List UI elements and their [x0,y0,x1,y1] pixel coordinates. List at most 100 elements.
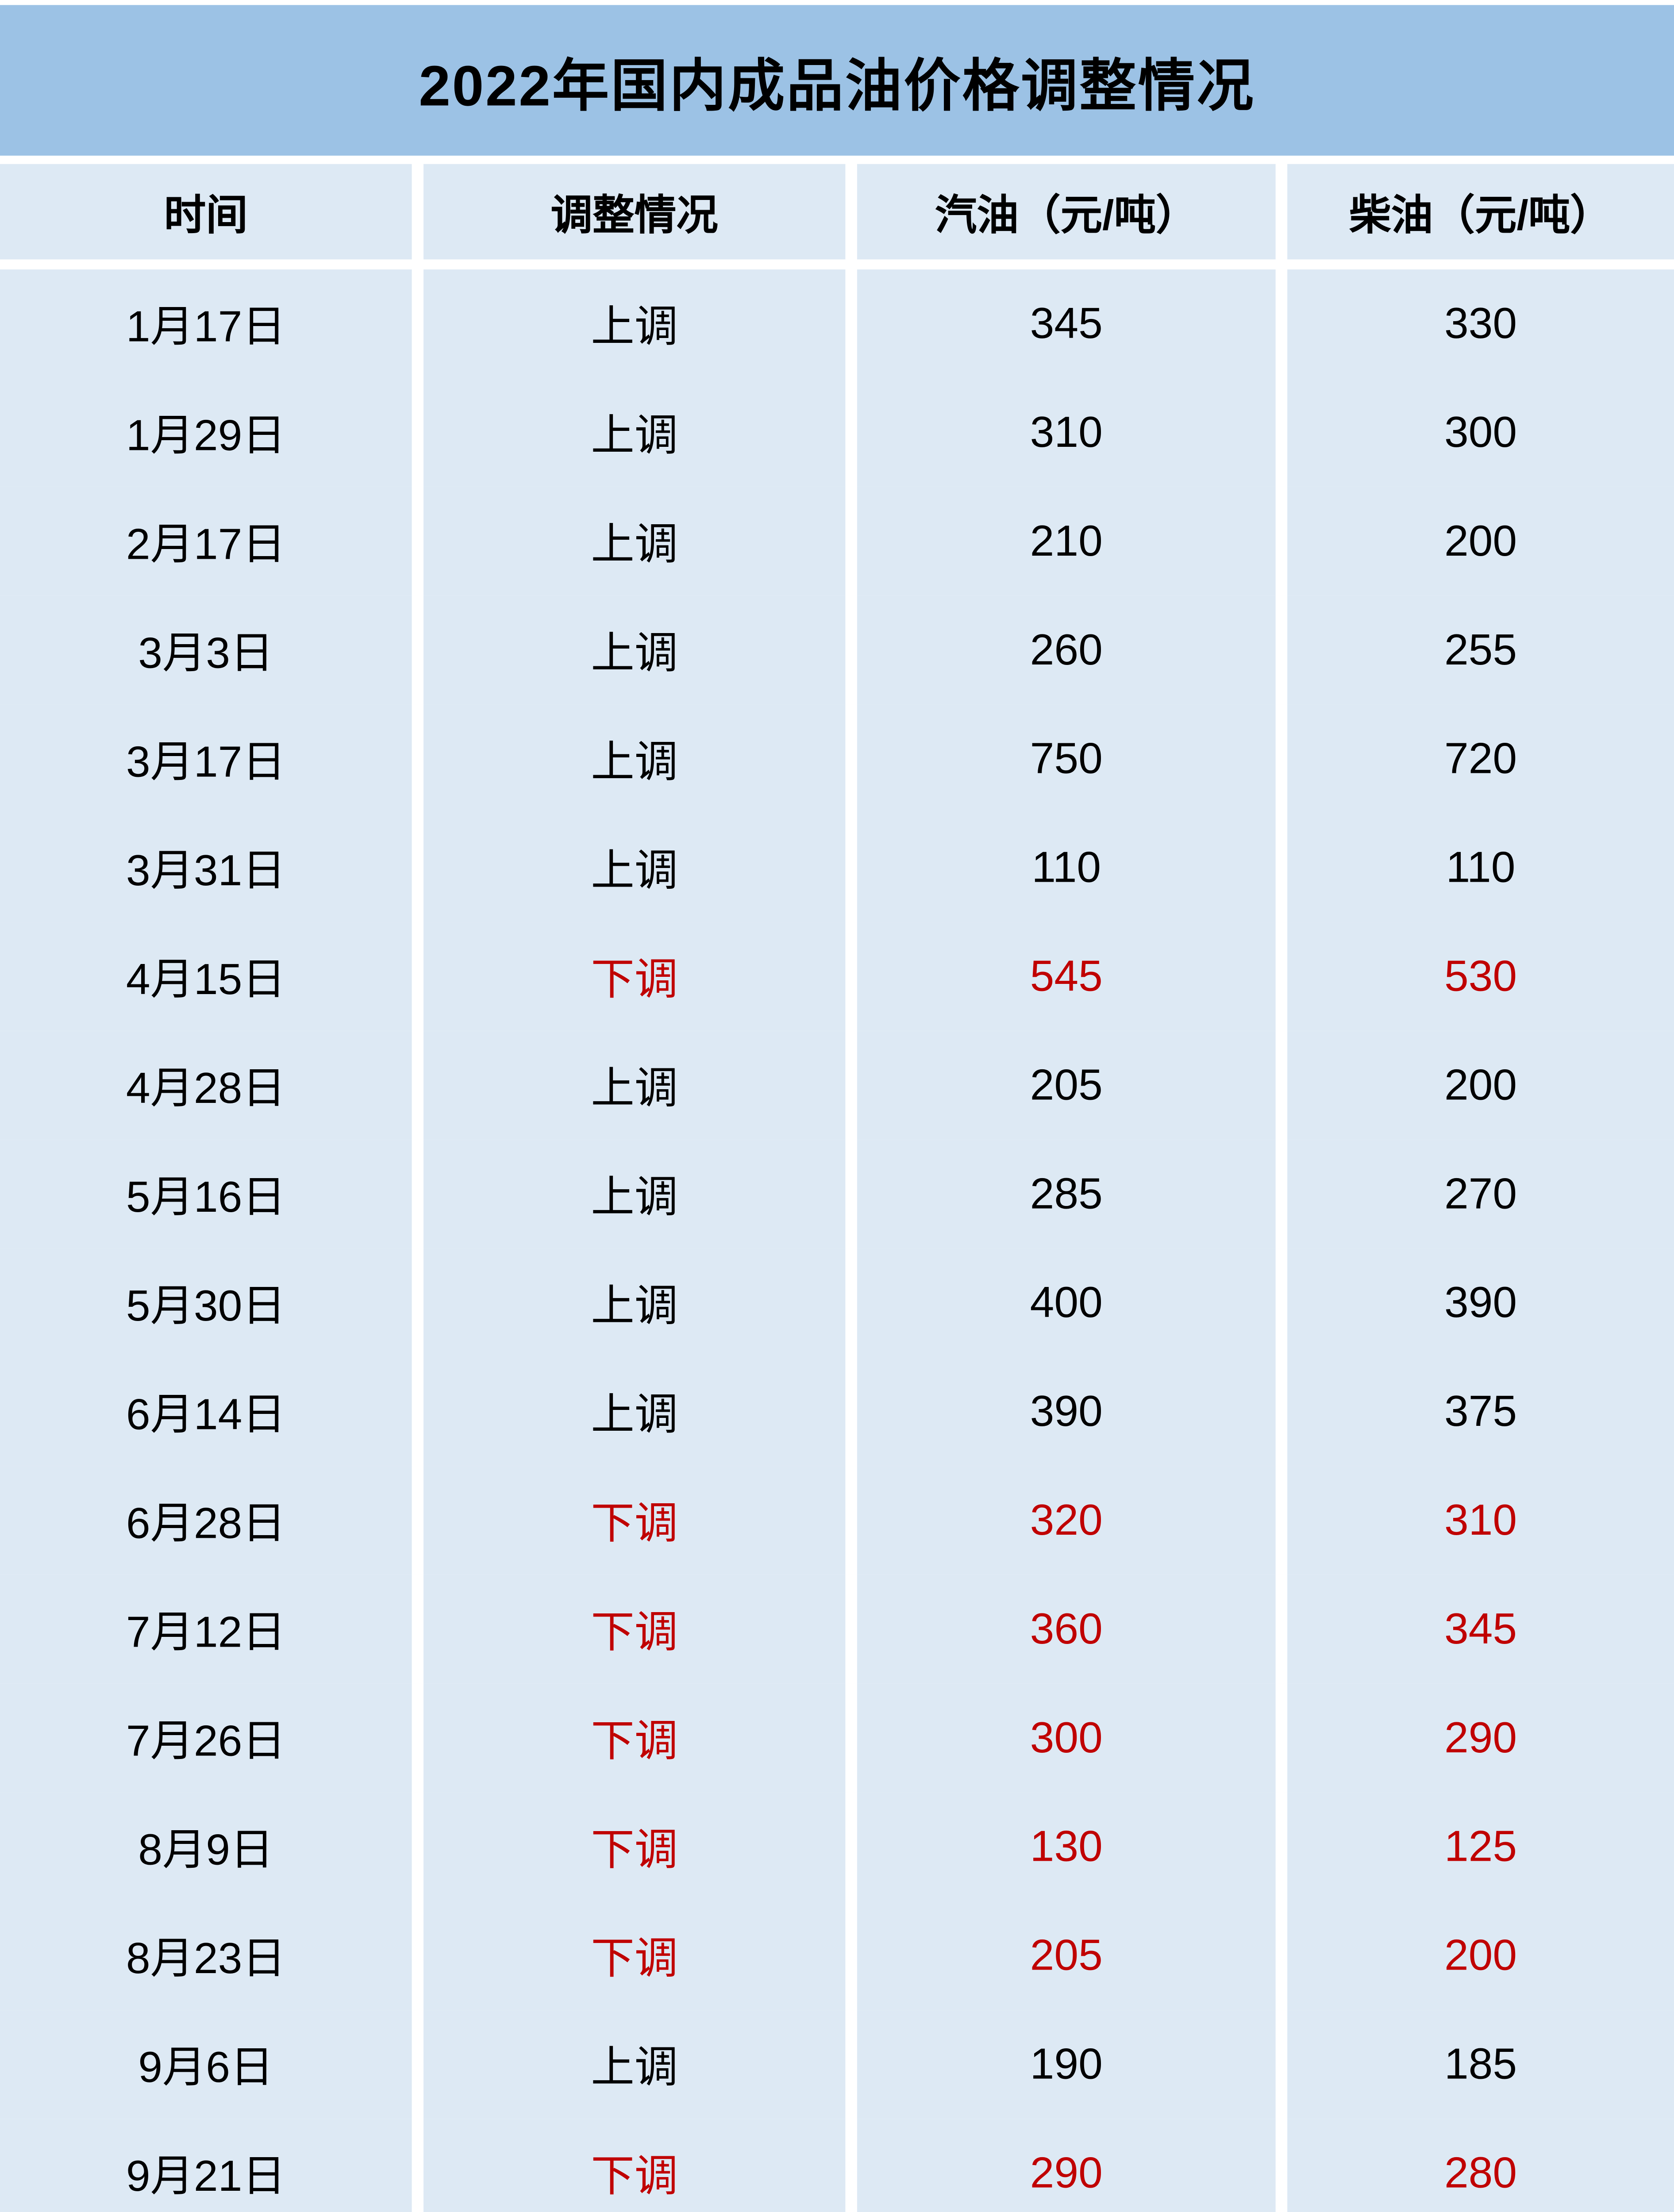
cell-date: 7月26日 [0,1683,412,1793]
cell-gasoline-value: 205 [857,1031,1276,1140]
table-row: 9月6日 上调 190 185 [0,2010,1674,2119]
cell-adjustment: 上调 [423,269,846,378]
cell-adjustment: 上调 [423,487,846,596]
cell-date: 9月6日 [0,2010,412,2119]
cell-adjustment: 上调 [423,2010,846,2119]
table-row: 8月23日 下调 205 200 [0,1901,1674,2010]
cell-gasoline-value: 320 [857,1466,1276,1575]
table-row: 4月15日 下调 545 530 [0,922,1674,1031]
cell-adjustment: 下调 [423,922,846,1031]
cell-gasoline-value: 130 [857,1792,1276,1901]
cell-date: 9月21日 [0,2119,412,2212]
cell-date: 8月23日 [0,1901,412,2010]
cell-diesel-value: 720 [1287,704,1674,814]
cell-gasoline-value: 310 [857,378,1276,487]
cell-adjustment: 上调 [423,595,846,705]
cell-date: 7月12日 [0,1575,412,1684]
cell-adjustment: 下调 [423,2119,846,2212]
cell-diesel-value: 255 [1287,595,1674,705]
cell-gasoline-value: 290 [857,2119,1276,2212]
table-row: 3月17日 上调 750 720 [0,704,1674,814]
cell-gasoline-value: 750 [857,704,1276,814]
cell-diesel-value: 200 [1287,1901,1674,2010]
column-header-diesel: 柴油（元/吨） [1287,164,1674,260]
cell-diesel-value: 530 [1287,922,1674,1031]
cell-gasoline-value: 390 [857,1357,1276,1466]
cell-gasoline-value: 360 [857,1575,1276,1684]
cell-adjustment: 下调 [423,1901,846,2010]
cell-diesel-value: 110 [1287,813,1674,922]
cell-gasoline-value: 260 [857,595,1276,705]
cell-diesel-value: 200 [1287,487,1674,596]
table-row: 9月21日 下调 290 280 [0,2119,1674,2212]
cell-gasoline-value: 345 [857,269,1276,378]
cell-adjustment: 上调 [423,1140,846,1249]
cell-date: 6月14日 [0,1357,412,1466]
cell-adjustment: 下调 [423,1575,846,1684]
cell-adjustment: 上调 [423,378,846,487]
cell-date: 6月28日 [0,1466,412,1575]
cell-diesel-value: 290 [1287,1683,1674,1793]
cell-gasoline-value: 300 [857,1683,1276,1793]
table-row: 6月14日 上调 390 375 [0,1357,1674,1466]
table-row: 3月31日 上调 110 110 [0,813,1674,922]
cell-diesel-value: 280 [1287,2119,1674,2212]
column-header-gasoline: 汽油（元/吨） [857,164,1276,260]
cell-diesel-value: 200 [1287,1031,1674,1140]
cell-date: 8月9日 [0,1792,412,1901]
table-row: 7月12日 下调 360 345 [0,1575,1674,1684]
cell-date: 1月29日 [0,378,412,487]
cell-diesel-value: 390 [1287,1248,1674,1358]
cell-date: 2月17日 [0,487,412,596]
cell-date: 4月15日 [0,922,412,1031]
cell-date: 5月16日 [0,1140,412,1249]
cell-adjustment: 下调 [423,1792,846,1901]
table-body: 1月17日 上调 345 330 1月29日 上调 310 300 2月17日 … [0,269,1674,2212]
cell-gasoline-value: 285 [857,1140,1276,1249]
table-row: 1月17日 上调 345 330 [0,269,1674,378]
column-header-adjustment: 调整情况 [423,164,846,260]
cell-adjustment: 下调 [423,1683,846,1793]
cell-adjustment: 上调 [423,1357,846,1466]
cell-diesel-value: 345 [1287,1575,1674,1684]
cell-adjustment: 下调 [423,1466,846,1575]
cell-date: 3月31日 [0,813,412,922]
table-row: 4月28日 上调 205 200 [0,1031,1674,1140]
cell-adjustment: 上调 [423,704,846,814]
cell-date: 3月17日 [0,704,412,814]
cell-diesel-value: 300 [1287,378,1674,487]
cell-gasoline-value: 400 [857,1248,1276,1358]
cell-gasoline-value: 210 [857,487,1276,596]
cell-adjustment: 上调 [423,1031,846,1140]
title-bar: 2022年国内成品油价格调整情况 [0,5,1674,156]
table-row: 5月16日 上调 285 270 [0,1140,1674,1249]
cell-adjustment: 上调 [423,813,846,922]
table-row: 2月17日 上调 210 200 [0,487,1674,596]
table-row: 8月9日 下调 130 125 [0,1792,1674,1901]
cell-date: 3月3日 [0,595,412,705]
cell-diesel-value: 375 [1287,1357,1674,1466]
cell-diesel-value: 310 [1287,1466,1674,1575]
cell-adjustment: 上调 [423,1248,846,1358]
table-row: 6月28日 下调 320 310 [0,1466,1674,1575]
cell-diesel-value: 125 [1287,1792,1674,1901]
table-row: 7月26日 下调 300 290 [0,1683,1674,1793]
cell-diesel-value: 270 [1287,1140,1674,1249]
table-header-row: 时间 调整情况 汽油（元/吨） 柴油（元/吨） [0,164,1674,260]
table-row: 1月29日 上调 310 300 [0,378,1674,487]
cell-gasoline-value: 110 [857,813,1276,922]
cell-gasoline-value: 205 [857,1901,1276,2010]
cell-gasoline-value: 190 [857,2010,1276,2119]
cell-date: 1月17日 [0,269,412,378]
table-row: 3月3日 上调 260 255 [0,595,1674,705]
cell-diesel-value: 330 [1287,269,1674,378]
column-header-time: 时间 [0,164,412,260]
cell-date: 4月28日 [0,1031,412,1140]
cell-diesel-value: 185 [1287,2010,1674,2119]
page-title: 2022年国内成品油价格调整情况 [419,54,1255,118]
cell-gasoline-value: 545 [857,922,1276,1031]
cell-date: 5月30日 [0,1248,412,1358]
table-row: 5月30日 上调 400 390 [0,1248,1674,1358]
